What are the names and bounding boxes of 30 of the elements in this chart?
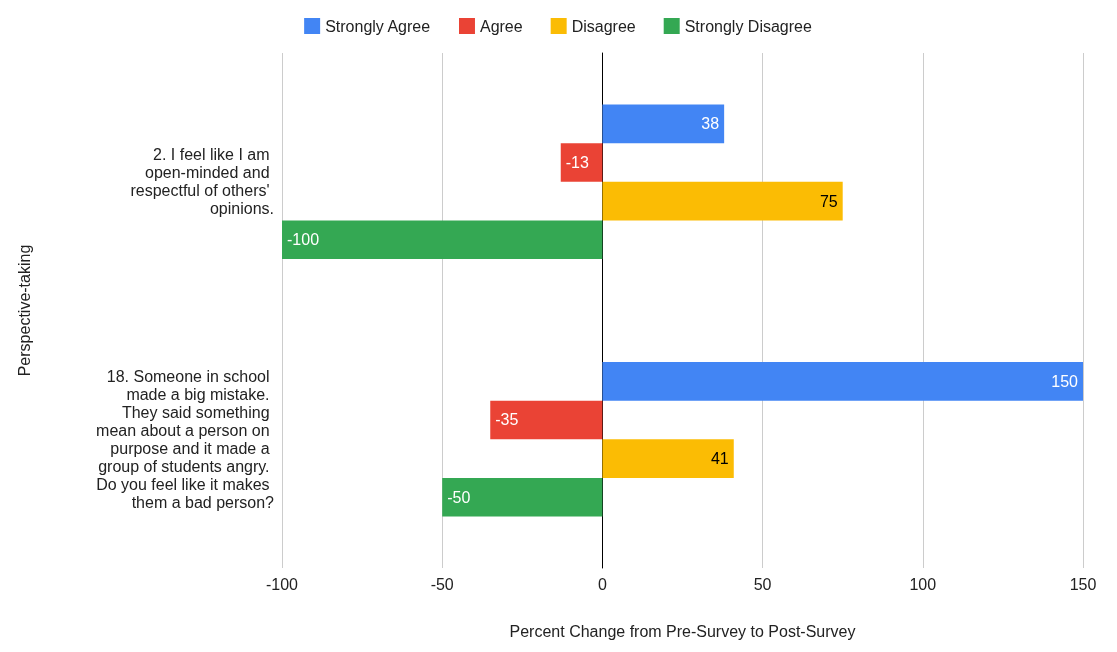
legend-label: Agree <box>479 17 523 35</box>
bar <box>602 104 725 144</box>
data-label: 75 <box>819 192 838 210</box>
x-tick-label: 0 <box>597 575 607 593</box>
data-label: -35 <box>495 411 519 429</box>
y-axis-title: Perspective-taking <box>15 244 33 377</box>
x-tick-label: 150 <box>1069 575 1097 593</box>
x-tick-label: -50 <box>430 575 454 593</box>
bar <box>602 362 1083 401</box>
legend-label: Disagree <box>571 17 636 35</box>
bar <box>490 400 603 440</box>
data-label: -100 <box>287 231 320 249</box>
legend-label: Strongly Disagree <box>684 17 812 35</box>
y-tick-label: 18. Someone in school made a big mistake. They said something mean about a person on purpose and it made a group of students angry. Do you feel like it makes them a bad person? <box>96 367 275 511</box>
bar <box>442 477 603 517</box>
data-label: -50 <box>447 488 471 506</box>
bar <box>602 181 843 221</box>
data-label: 38 <box>701 115 720 133</box>
legend-label: Strongly Agree <box>325 17 431 35</box>
y-tick-label: 2. I feel like I am open-minded and respectful of others' opinions. <box>130 146 274 218</box>
x-tick-label: 100 <box>909 575 937 593</box>
x-axis-title: Percent Change from Pre-Survey to Post-Survey <box>509 622 856 640</box>
data-label: 150 <box>1051 372 1079 390</box>
bar <box>560 143 603 182</box>
data-label: -13 <box>565 153 589 171</box>
x-tick-label: 50 <box>753 575 772 593</box>
bar <box>602 439 734 478</box>
data-label: 41 <box>710 450 729 468</box>
x-tick-label: -100 <box>265 575 299 593</box>
bar <box>282 220 603 259</box>
